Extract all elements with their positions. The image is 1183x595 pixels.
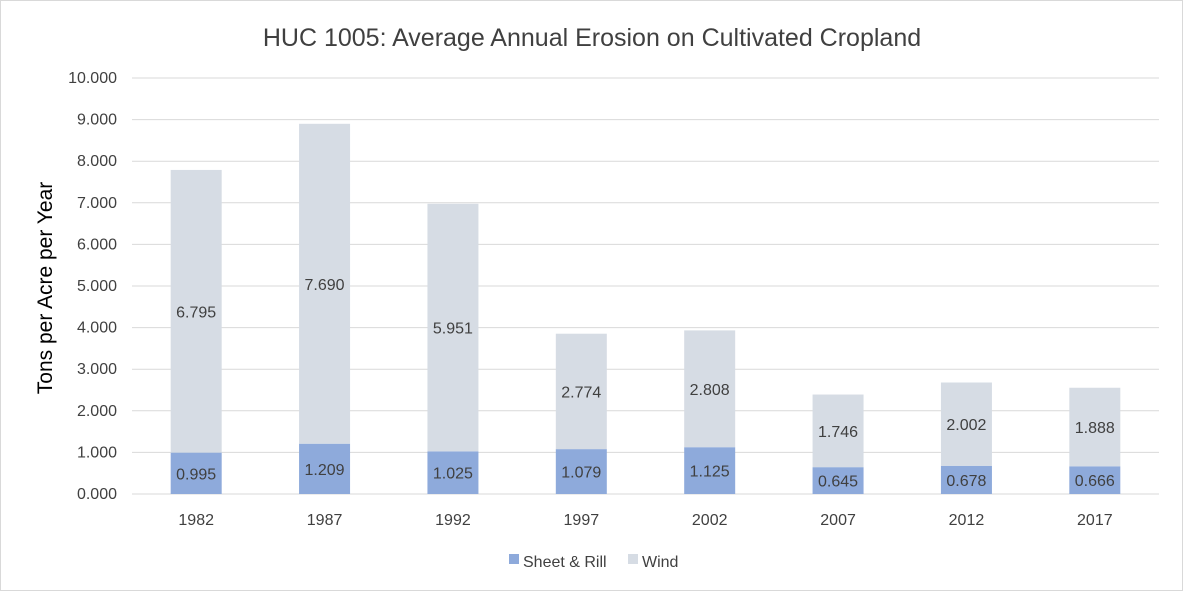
- y-tick-label: 9.000: [77, 112, 117, 129]
- data-label: 0.666: [1075, 473, 1115, 490]
- bars: [170, 123, 1121, 494]
- x-tick-label: 2017: [1077, 512, 1113, 529]
- x-axis-tick-labels: 1982 1987 1992 1997 2002 2007 2012 2017: [178, 512, 1112, 529]
- y-tick-label: 5.000: [77, 278, 117, 295]
- bar-wind-2002: [684, 330, 736, 448]
- data-label: 7.690: [305, 277, 345, 294]
- data-label: 1.888: [1075, 420, 1115, 437]
- bar-sheet-rill-2012: [940, 465, 992, 494]
- bar-wind-2017: [1069, 387, 1121, 467]
- x-tick-label: 2002: [692, 512, 728, 529]
- bar-wind-1982: [170, 169, 222, 453]
- x-tick-label: 1987: [307, 512, 343, 529]
- legend-swatch: [628, 554, 638, 564]
- data-label: 0.645: [818, 474, 858, 491]
- y-tick-label: 10.000: [68, 70, 117, 87]
- x-tick-label: 1997: [564, 512, 600, 529]
- bar-sheet-rill-1997: [555, 449, 607, 494]
- y-tick-label: 0.000: [77, 486, 117, 503]
- data-label: 1.209: [305, 462, 345, 479]
- bar-wind-1997: [555, 333, 607, 450]
- chart-title: HUC 1005: Average Annual Erosion on Cult…: [263, 24, 921, 52]
- data-label: 2.774: [561, 384, 601, 401]
- y-axis-tick-labels: 0.000 1.000 2.000 3.000 4.000 5.000 6.000 7.000…: [68, 70, 117, 503]
- y-tick-label: 2.000: [77, 403, 117, 420]
- y-tick-label: 8.000: [77, 153, 117, 170]
- y-tick-label: 1.000: [77, 444, 117, 461]
- data-label: 2.002: [946, 417, 986, 434]
- bar-wind-1987: [299, 123, 351, 444]
- data-label: 1.125: [690, 464, 730, 481]
- y-axis-title: Tons per Acre per Year: [34, 182, 57, 394]
- data-label: 1.079: [561, 465, 601, 482]
- data-label: 6.795: [176, 304, 216, 321]
- bar-sheet-rill-1992: [427, 451, 479, 494]
- y-tick-label: 7.000: [77, 195, 117, 212]
- x-tick-label: 2012: [949, 512, 985, 529]
- x-tick-label: 1982: [178, 512, 214, 529]
- data-label: 0.995: [176, 466, 216, 483]
- data-label: 1.025: [433, 466, 473, 483]
- legend-swatch: [509, 554, 519, 564]
- bar-sheet-rill-2017: [1069, 466, 1121, 494]
- data-label: 5.951: [433, 321, 473, 338]
- data-label: 2.808: [690, 382, 730, 399]
- data-label: 1.746: [818, 424, 858, 441]
- data-label: 0.678: [946, 473, 986, 490]
- gridlines: [132, 77, 1159, 495]
- y-tick-label: 3.000: [77, 361, 117, 378]
- bar-sheet-rill-2002: [684, 447, 736, 494]
- y-tick-label: 6.000: [77, 236, 117, 253]
- legend: Sheet & Rill Wind: [509, 554, 678, 571]
- x-tick-label: 1992: [435, 512, 471, 529]
- legend-label: Wind: [642, 554, 678, 571]
- bar-sheet-rill-2007: [812, 467, 864, 494]
- x-tick-label: 2007: [820, 512, 856, 529]
- bar-wind-2007: [812, 394, 864, 468]
- legend-label: Sheet & Rill: [523, 554, 607, 571]
- y-tick-label: 4.000: [77, 320, 117, 337]
- data-labels: 0.995 6.795 1.209 7.690 1.025 5.951 1.079 2.774…: [176, 277, 1115, 491]
- bar-wind-2012: [940, 382, 992, 466]
- bar-sheet-rill-1987: [299, 443, 351, 494]
- bar-sheet-rill-1982: [170, 452, 222, 494]
- bar-wind-1992: [427, 203, 479, 452]
